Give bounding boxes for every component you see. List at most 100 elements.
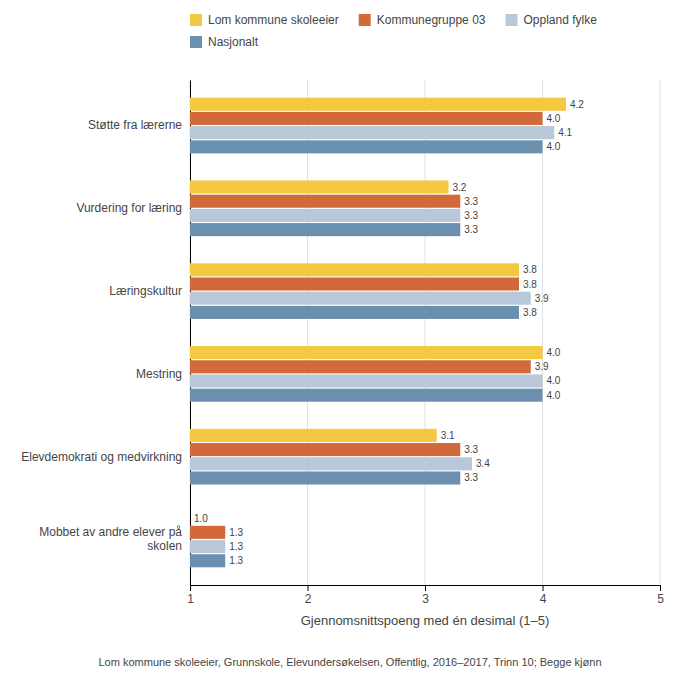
bar bbox=[190, 195, 460, 208]
bar bbox=[190, 140, 543, 153]
data-labels: 4.2 3.2 3.8 4.0 3.1 1.0 4.0 3.3 3.8 3.9 3.3 1.3 4.1 3… bbox=[194, 99, 584, 567]
legend-label: Oppland fylke bbox=[523, 13, 597, 27]
tick-label: 2 bbox=[305, 592, 312, 606]
tick: 3 bbox=[422, 585, 429, 606]
data-label: 3.3 bbox=[464, 224, 478, 235]
bar bbox=[190, 374, 543, 387]
tick: Mestring bbox=[136, 367, 190, 381]
legend-label: Kommunegruppe 03 bbox=[377, 13, 486, 27]
legend-swatch bbox=[190, 14, 202, 26]
data-label: 3.3 bbox=[464, 472, 478, 483]
tick: Vurdering for læring bbox=[76, 201, 190, 215]
tick: Læringskultur bbox=[109, 284, 190, 298]
footnote: Lom kommune skoleeier, Grunnskole, Elevu… bbox=[98, 656, 601, 668]
grid-line bbox=[542, 80, 543, 585]
legend-item: Kommunegruppe 03 bbox=[359, 13, 486, 27]
data-label: 1.3 bbox=[229, 541, 243, 552]
data-label: 3.3 bbox=[464, 444, 478, 455]
legend-label: Lom kommune skoleeier bbox=[208, 13, 339, 27]
bar bbox=[190, 443, 460, 456]
data-label: 4.0 bbox=[547, 113, 561, 124]
bar bbox=[190, 554, 225, 567]
category-label: Læringskultur bbox=[109, 284, 182, 298]
tick: 2 bbox=[305, 585, 312, 606]
data-label: 3.1 bbox=[441, 430, 455, 441]
x-axis-title: Gjennomsnittspoeng med én desimal (1–5) bbox=[301, 613, 550, 628]
bar bbox=[190, 98, 566, 111]
bar bbox=[190, 471, 460, 484]
bar bbox=[190, 263, 519, 276]
y-axis: Støtte fra lærerne Vurdering for læring Læ… bbox=[21, 81, 190, 586]
tick: 1 bbox=[187, 585, 194, 606]
bar bbox=[190, 126, 554, 139]
data-label: 3.8 bbox=[523, 279, 537, 290]
category-label: Støtte fra lærerne bbox=[88, 118, 182, 132]
legend-item: Oppland fylke bbox=[505, 13, 597, 27]
data-label: 4.2 bbox=[570, 99, 584, 110]
category-label: Vurdering for læring bbox=[76, 201, 182, 215]
data-label: 3.9 bbox=[535, 361, 549, 372]
bar bbox=[190, 277, 519, 290]
legend-swatch bbox=[359, 14, 371, 26]
grid-line bbox=[190, 80, 191, 585]
legend-item: Nasjonalt bbox=[190, 35, 259, 49]
grid-line bbox=[660, 80, 661, 585]
bar bbox=[190, 540, 225, 553]
legend-swatch bbox=[505, 14, 517, 26]
data-label: 4.0 bbox=[547, 390, 561, 401]
data-label: 3.3 bbox=[464, 196, 478, 207]
bar bbox=[190, 209, 460, 222]
tick-label: 3 bbox=[422, 592, 429, 606]
grid-line bbox=[425, 80, 426, 585]
tick-label: 1 bbox=[187, 592, 194, 606]
tick: 5 bbox=[657, 585, 664, 606]
bars bbox=[190, 98, 566, 568]
data-label: 1.0 bbox=[194, 513, 208, 524]
data-label: 1.3 bbox=[229, 555, 243, 566]
tick-mark bbox=[190, 585, 191, 591]
axis-line bbox=[190, 81, 191, 586]
data-label: 3.8 bbox=[523, 307, 537, 318]
tick: 4 bbox=[540, 585, 547, 606]
grid-line bbox=[307, 80, 308, 585]
legend-swatch bbox=[190, 36, 202, 48]
tick-mark bbox=[543, 585, 544, 591]
category-label: Mobbet av andre elever påskolen bbox=[39, 525, 182, 553]
tick-label: 4 bbox=[540, 592, 547, 606]
bar bbox=[190, 112, 543, 125]
data-label: 1.3 bbox=[229, 527, 243, 538]
data-label: 3.8 bbox=[523, 264, 537, 275]
tick: Støtte fra lærerne bbox=[88, 118, 190, 132]
bar bbox=[190, 457, 472, 470]
bar bbox=[190, 389, 543, 402]
bar bbox=[190, 306, 519, 319]
tick-label: 5 bbox=[657, 592, 664, 606]
tick: Elevdemokrati og medvirkning bbox=[21, 450, 190, 464]
tick: Mobbet av andre elever påskolen bbox=[39, 525, 190, 553]
bar bbox=[190, 360, 531, 373]
tick-mark bbox=[308, 585, 309, 591]
plot: 1 2 3 4 5 Støtte fra lærerne Vurdering for lær… bbox=[21, 80, 664, 606]
legend: Lom kommune skoleeier Kommunegruppe 03 Opp… bbox=[190, 13, 597, 49]
data-label: 3.4 bbox=[476, 458, 490, 469]
x-axis: 1 2 3 4 5 bbox=[187, 585, 664, 606]
data-label: 4.0 bbox=[547, 141, 561, 152]
bar bbox=[190, 526, 225, 539]
chart: 1 2 3 4 5 Støtte fra lærerne Vurdering for lær… bbox=[0, 0, 700, 680]
axis-line bbox=[191, 586, 661, 592]
data-label: 3.9 bbox=[535, 293, 549, 304]
legend-item: Lom kommune skoleeier bbox=[190, 13, 339, 27]
bar bbox=[190, 180, 449, 193]
data-label: 4.0 bbox=[547, 347, 561, 358]
bar bbox=[190, 223, 460, 236]
data-label: 4.1 bbox=[558, 127, 572, 138]
data-label: 3.2 bbox=[453, 182, 467, 193]
data-label: 4.0 bbox=[547, 375, 561, 386]
bar bbox=[190, 429, 437, 442]
bar bbox=[190, 346, 543, 359]
tick-mark bbox=[660, 585, 661, 591]
legend-label: Nasjonalt bbox=[208, 35, 259, 49]
tick-mark bbox=[425, 585, 426, 591]
category-label: Elevdemokrati og medvirkning bbox=[21, 450, 182, 464]
grid bbox=[190, 80, 660, 585]
